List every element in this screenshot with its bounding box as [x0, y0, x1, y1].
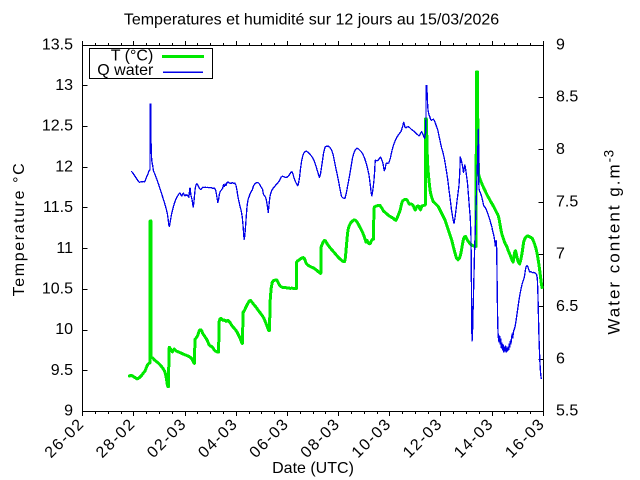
svg-text:13: 13: [55, 77, 73, 94]
svg-text:8.5: 8.5: [556, 89, 578, 106]
svg-text:12.5: 12.5: [42, 118, 73, 135]
svg-text:11: 11: [56, 240, 73, 257]
svg-text:7.5: 7.5: [556, 193, 578, 210]
svg-text:11.5: 11.5: [43, 199, 73, 216]
svg-text:Temperature °C: Temperature °C: [11, 162, 28, 297]
svg-text:T (°C): T (°C): [111, 47, 154, 64]
svg-text:Date (UTC): Date (UTC): [272, 460, 354, 477]
svg-text:6.5: 6.5: [556, 298, 578, 315]
svg-text:5.5: 5.5: [556, 403, 578, 420]
svg-text:10: 10: [55, 321, 73, 338]
svg-text:9: 9: [556, 36, 565, 53]
svg-text:Temperatures et humidité sur 1: Temperatures et humidité sur 12 jours au…: [124, 11, 499, 28]
svg-text:7: 7: [556, 246, 565, 263]
svg-text:9.5: 9.5: [51, 362, 73, 379]
svg-text:10.5: 10.5: [42, 281, 73, 298]
svg-text:12: 12: [55, 158, 73, 175]
svg-text:13.5: 13.5: [42, 36, 73, 53]
svg-text:6: 6: [556, 350, 565, 367]
svg-text:8: 8: [556, 141, 565, 158]
svg-text:9: 9: [64, 403, 73, 420]
svg-text:Water content g.m-3: Water content g.m-3: [602, 149, 624, 334]
svg-text:Q water: Q water: [97, 62, 154, 79]
